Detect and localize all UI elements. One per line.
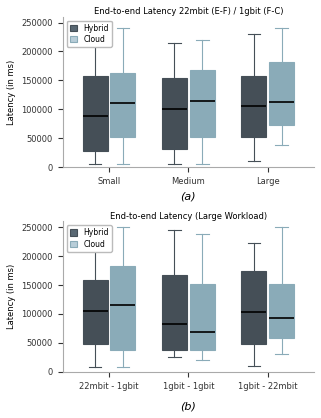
Y-axis label: Latency (in ms): Latency (in ms) <box>7 264 16 329</box>
PathPatch shape <box>190 70 215 137</box>
Y-axis label: Latency (in ms): Latency (in ms) <box>7 59 16 125</box>
PathPatch shape <box>190 284 215 350</box>
Legend: Hybrid, Cloud: Hybrid, Cloud <box>66 225 112 252</box>
PathPatch shape <box>82 280 108 344</box>
Text: (a): (a) <box>181 191 196 201</box>
PathPatch shape <box>162 78 187 149</box>
PathPatch shape <box>269 284 294 338</box>
PathPatch shape <box>269 62 294 125</box>
PathPatch shape <box>241 76 266 137</box>
Legend: Hybrid, Cloud: Hybrid, Cloud <box>66 20 112 47</box>
PathPatch shape <box>162 275 187 350</box>
Title: End-to-end Latency (Large Workload): End-to-end Latency (Large Workload) <box>110 212 267 221</box>
Text: (b): (b) <box>180 402 196 412</box>
Title: End-to-end Latency 22mbit (E-F) / 1gbit (F-C): End-to-end Latency 22mbit (E-F) / 1gbit … <box>94 7 283 16</box>
PathPatch shape <box>82 76 108 151</box>
PathPatch shape <box>110 266 135 350</box>
PathPatch shape <box>110 74 135 137</box>
PathPatch shape <box>241 270 266 344</box>
